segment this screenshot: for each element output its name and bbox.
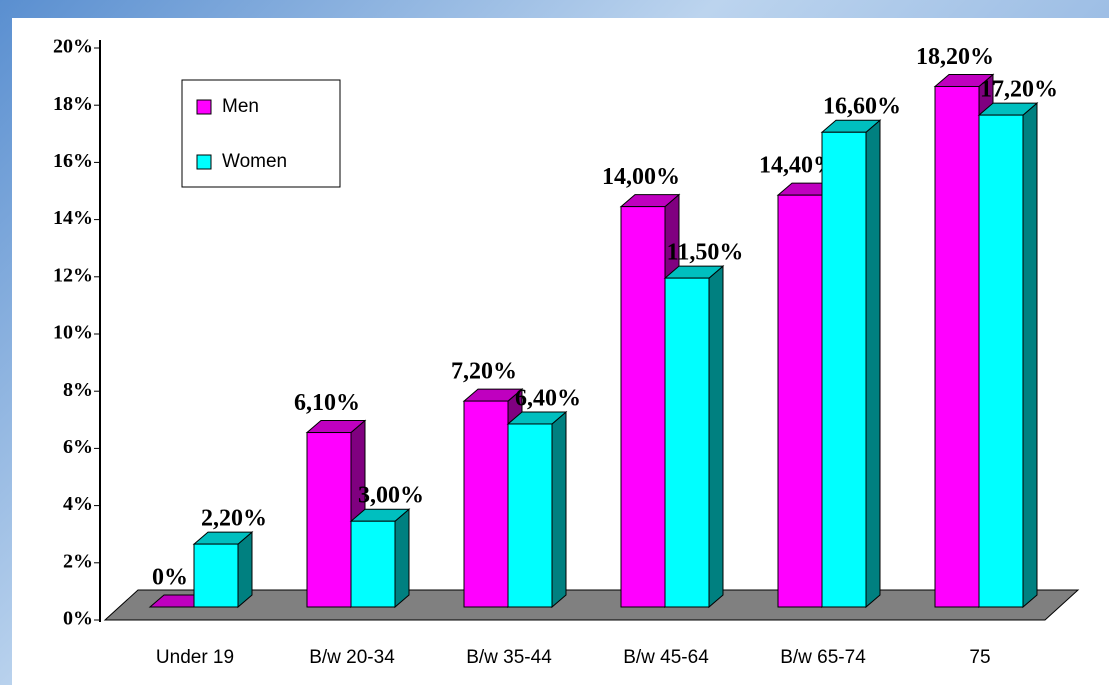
value-label: 7,20% <box>451 359 517 385</box>
x-tick-label: Under 19 <box>156 647 234 668</box>
value-label: 0% <box>152 565 188 591</box>
legend-label: Men <box>222 96 259 117</box>
value-label: 18,20% <box>916 44 994 70</box>
bar <box>463 400 509 608</box>
bar <box>821 131 867 608</box>
y-tick-label: 2% <box>63 550 93 572</box>
y-tick-label: 14% <box>53 207 93 229</box>
y-tick-label: 18% <box>53 93 93 115</box>
bar <box>350 520 396 608</box>
bar-side <box>1022 101 1038 609</box>
x-tick-label: 75 <box>969 647 990 668</box>
y-tick-label: 8% <box>63 379 93 401</box>
legend <box>181 79 341 188</box>
bar-side <box>394 508 410 609</box>
y-tick-label: 20% <box>53 36 93 58</box>
bar-side <box>237 530 253 609</box>
value-label: 6,40% <box>515 385 581 411</box>
bar <box>193 543 239 608</box>
legend-label: Women <box>222 151 287 172</box>
value-label: 3,00% <box>358 483 424 509</box>
value-label: 2,20% <box>201 506 267 532</box>
y-tick-label: 10% <box>53 322 93 344</box>
value-label: 17,20% <box>980 77 1058 103</box>
y-tick-label: 12% <box>53 264 93 286</box>
value-label: 6,10% <box>294 390 360 416</box>
legend-swatch <box>196 99 212 115</box>
bar <box>507 423 553 608</box>
y-tick-label: 16% <box>53 150 93 172</box>
bar-side <box>551 410 567 609</box>
value-label: 16,60% <box>823 94 901 120</box>
x-tick-label: B/w 65-74 <box>780 647 866 668</box>
y-tick-label: 6% <box>63 436 93 458</box>
value-label: 11,50% <box>667 240 744 266</box>
bar-side <box>708 265 724 609</box>
bar <box>978 114 1024 608</box>
bar <box>777 194 823 608</box>
legend-swatch <box>196 154 212 170</box>
x-tick-label: B/w 45-64 <box>623 647 709 668</box>
bar <box>664 277 710 608</box>
bar <box>934 85 980 608</box>
bar <box>306 432 352 608</box>
bar <box>620 206 666 608</box>
y-tick-label: 0% <box>63 608 93 630</box>
bar-side <box>865 119 881 609</box>
x-tick-label: B/w 20-34 <box>309 647 395 668</box>
value-label: 14,00% <box>602 164 680 190</box>
x-tick-label: B/w 35-44 <box>466 647 552 668</box>
y-tick-label: 4% <box>63 493 93 515</box>
